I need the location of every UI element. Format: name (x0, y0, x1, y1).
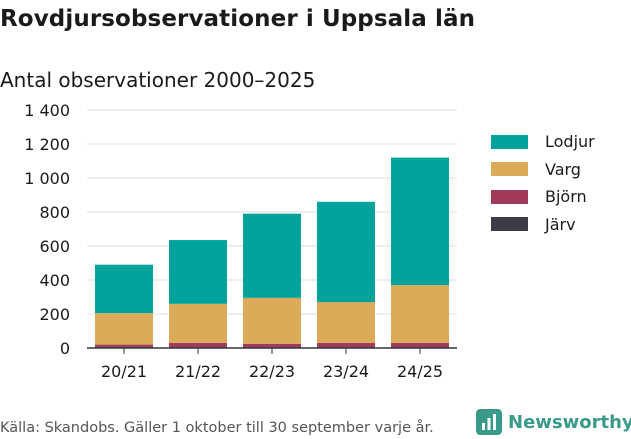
bar-segment-björn (243, 343, 301, 348)
y-tick-label: 1 000 (24, 169, 70, 188)
y-tick-label: 400 (39, 271, 70, 290)
chart-subtitle: Antal observationer 2000–2025 (0, 68, 316, 92)
legend-label: Björn (545, 187, 587, 207)
brand-name: Newsworthy (508, 411, 631, 433)
bar-segment-lodjur (169, 240, 227, 304)
chart-title: Rovdjursobservationer i Uppsala län (0, 6, 476, 32)
legend-swatch (491, 134, 528, 149)
logo-bar (487, 418, 491, 430)
x-tick-label: 21/22 (175, 362, 221, 381)
legend-label: Järv (545, 214, 576, 234)
y-tick-label: 1 400 (24, 101, 70, 120)
legend-item-järv: Järv (491, 211, 595, 239)
legend-label: Varg (545, 159, 581, 179)
bar-segment-varg (317, 302, 375, 343)
bar-segment-lodjur (391, 157, 449, 286)
legend-item-lodjur: Lodjur (491, 128, 595, 156)
legend-swatch (491, 189, 528, 204)
legend-item-varg: Varg (491, 156, 595, 184)
brand-logo[interactable]: Newsworthy (476, 407, 631, 437)
bar-segment-lodjur (317, 201, 375, 303)
bar-segment-lodjur (95, 264, 153, 314)
y-tick-label: 1 200 (24, 135, 70, 154)
bar-segment-björn (95, 344, 153, 348)
bar-segment-varg (243, 297, 301, 344)
y-tick-label: 600 (39, 237, 70, 256)
y-tick-label: 800 (39, 203, 70, 222)
legend-swatch (491, 162, 528, 177)
x-tick-label: 23/24 (323, 362, 369, 381)
legend-item-björn: Björn (491, 183, 595, 211)
bar-segment-björn (169, 342, 227, 348)
x-tick-label: 22/23 (249, 362, 295, 381)
y-tick-label: 200 (39, 305, 70, 324)
bar-segment-björn (391, 342, 449, 348)
bar-segment-varg (391, 285, 449, 343)
x-tick-label: 24/25 (397, 362, 443, 381)
x-tick-label: 20/21 (101, 362, 147, 381)
logo-bar (493, 414, 496, 430)
bar-segment-varg (169, 303, 227, 343)
source-note: Källa: Skandobs. Gäller 1 oktober till 3… (0, 420, 434, 436)
y-tick-label: 0 (60, 339, 70, 358)
stacked-bar-chart: 0 200 400 600 800 1 000 1 200 1 400 20/21 21/22 22… (24, 101, 457, 381)
bar-segment-varg (95, 313, 153, 345)
legend-swatch (491, 217, 528, 232)
legend-label: Lodjur (545, 132, 595, 152)
bar-segment-lodjur (243, 213, 301, 298)
chart-legend: Lodjur Varg Björn Järv (491, 128, 595, 238)
newsworthy-logo-icon (476, 409, 502, 435)
bar-segment-björn (317, 342, 375, 348)
logo-bar (482, 423, 485, 430)
